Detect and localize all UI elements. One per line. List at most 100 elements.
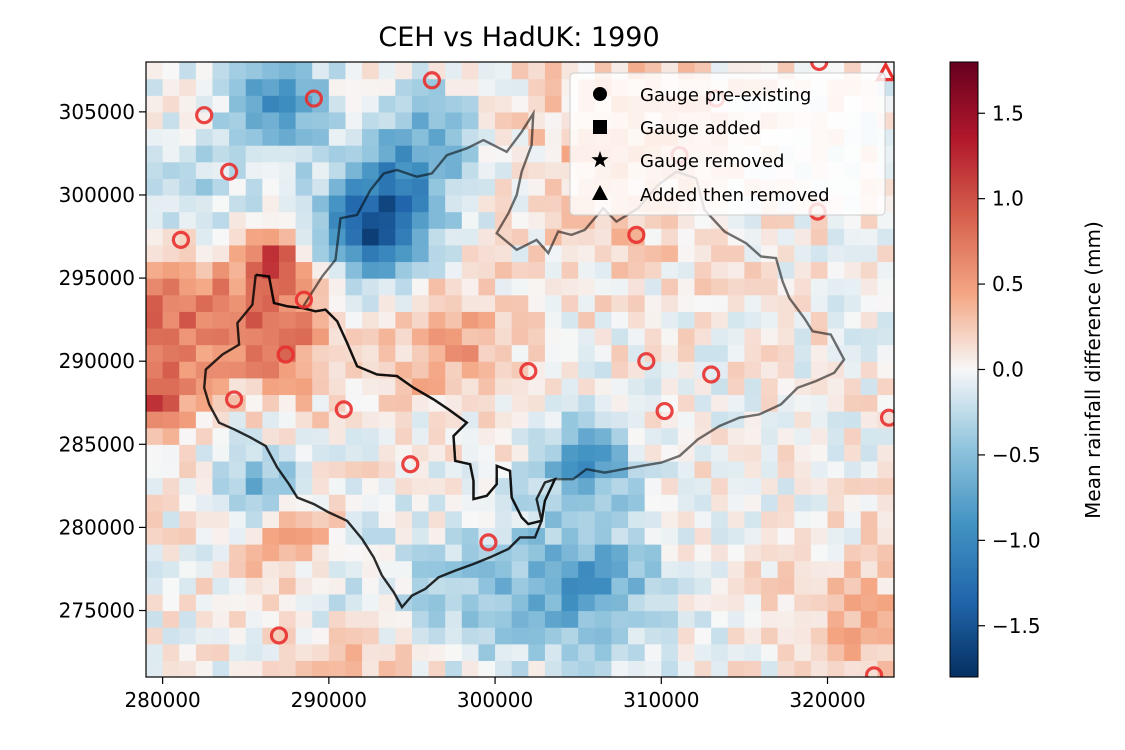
- heatmap-cell: [661, 228, 679, 246]
- heatmap-cell: [345, 577, 363, 595]
- heatmap-cell: [362, 78, 380, 96]
- heatmap-cell: [860, 278, 878, 296]
- heatmap-cell: [378, 128, 396, 146]
- heatmap-cell: [345, 78, 363, 96]
- heatmap-cell: [362, 327, 380, 346]
- heatmap-cell: [362, 510, 380, 529]
- heatmap-cell: [711, 228, 729, 246]
- heatmap-cell: [461, 510, 480, 529]
- gauge-pre-existing-marker: [864, 666, 884, 677]
- heatmap-cell: [262, 211, 280, 229]
- heatmap-cell: [661, 411, 679, 429]
- heatmap-cell: [362, 95, 380, 113]
- heatmap-cell: [461, 78, 480, 96]
- heatmap-cell: [711, 327, 729, 346]
- heatmap-cell: [295, 477, 313, 495]
- heatmap-cell: [777, 527, 795, 545]
- heatmap-cell: [827, 643, 845, 661]
- heatmap-cell: [677, 510, 696, 529]
- heatmap-cell: [229, 344, 247, 362]
- heatmap-cell: [445, 394, 463, 412]
- heatmap-cell: [362, 527, 380, 545]
- heatmap-cell: [860, 610, 878, 628]
- heatmap-cell: [528, 261, 546, 279]
- heatmap-cell: [744, 261, 762, 279]
- heatmap-cell: [445, 311, 463, 329]
- heatmap-cell: [312, 128, 330, 146]
- heatmap-cell: [378, 244, 396, 263]
- heatmap-cell: [877, 311, 895, 329]
- heatmap-cell: [146, 377, 164, 396]
- heatmap-cell: [777, 444, 795, 462]
- heatmap-cell: [827, 327, 845, 346]
- heatmap-cell: [146, 178, 164, 196]
- heatmap-cell: [827, 411, 845, 429]
- heatmap-cell: [644, 577, 662, 595]
- heatmap-cell: [761, 660, 779, 678]
- heatmap-cell: [245, 560, 263, 578]
- heatmap-cell: [844, 361, 862, 379]
- heatmap-cell: [478, 95, 496, 113]
- heatmap-cell: [312, 577, 330, 595]
- heatmap-cell: [378, 278, 396, 296]
- y-tick-label: 295000: [59, 266, 135, 290]
- heatmap-cell: [212, 477, 230, 495]
- heatmap-cell: [245, 643, 263, 661]
- heatmap-cell: [345, 311, 363, 329]
- heatmap-cell: [362, 211, 380, 229]
- heatmap-cell: [561, 261, 579, 279]
- heatmap-cell: [395, 228, 413, 246]
- heatmap-cell: [262, 294, 280, 312]
- heatmap-cell: [478, 111, 496, 130]
- heatmap-cell: [511, 95, 529, 113]
- heatmap-cell: [445, 610, 463, 628]
- heatmap-cell: [844, 643, 862, 661]
- heatmap-cell: [378, 111, 396, 130]
- heatmap-cell: [229, 145, 247, 163]
- heatmap-cell: [594, 627, 613, 645]
- heatmap-cell: [827, 394, 845, 412]
- heatmap-cell: [528, 444, 546, 462]
- legend-label-added-then-removed: Added then removed: [640, 185, 830, 206]
- heatmap-cell: [229, 527, 247, 545]
- heatmap-cell: [528, 593, 546, 612]
- heatmap-cell: [727, 294, 745, 312]
- heatmap-cell: [860, 577, 878, 595]
- heatmap-cell: [229, 577, 247, 595]
- heatmap-cell: [594, 477, 613, 495]
- heatmap-cell: [229, 593, 247, 612]
- heatmap-cell: [644, 544, 662, 562]
- heatmap-cell: [411, 444, 430, 462]
- heatmap-cell: [411, 211, 430, 229]
- heatmap-cell: [195, 660, 214, 678]
- heatmap-cell: [711, 560, 729, 578]
- heatmap-cell: [810, 361, 829, 379]
- heatmap-cell: [395, 194, 413, 213]
- heatmap-cell: [411, 344, 430, 362]
- heatmap-cell: [594, 327, 613, 346]
- heatmap-cell: [561, 411, 579, 429]
- heatmap-cell: [495, 643, 513, 661]
- heatmap-cell: [561, 294, 579, 312]
- heatmap-cell: [179, 560, 197, 578]
- heatmap-cell: [461, 344, 480, 362]
- heatmap-cell: [428, 261, 446, 279]
- heatmap-cell: [844, 344, 862, 362]
- heatmap-cell: [711, 477, 729, 495]
- heatmap-cell: [495, 194, 513, 213]
- heatmap-cell: [677, 377, 696, 396]
- heatmap-cell: [844, 494, 862, 512]
- heatmap-cell: [362, 228, 380, 246]
- heatmap-cell: [810, 544, 829, 562]
- heatmap-cell: [561, 244, 579, 263]
- heatmap-cell: [661, 627, 679, 645]
- heatmap-cell: [428, 427, 446, 445]
- heatmap-cell: [677, 327, 696, 346]
- heatmap-cell: [179, 128, 197, 146]
- heatmap-cell: [278, 361, 297, 379]
- heatmap-cell: [195, 427, 214, 445]
- heatmap-cell: [578, 244, 596, 263]
- heatmap-cell: [295, 344, 313, 362]
- heatmap-cell: [844, 278, 862, 296]
- heatmap-cell: [378, 544, 396, 562]
